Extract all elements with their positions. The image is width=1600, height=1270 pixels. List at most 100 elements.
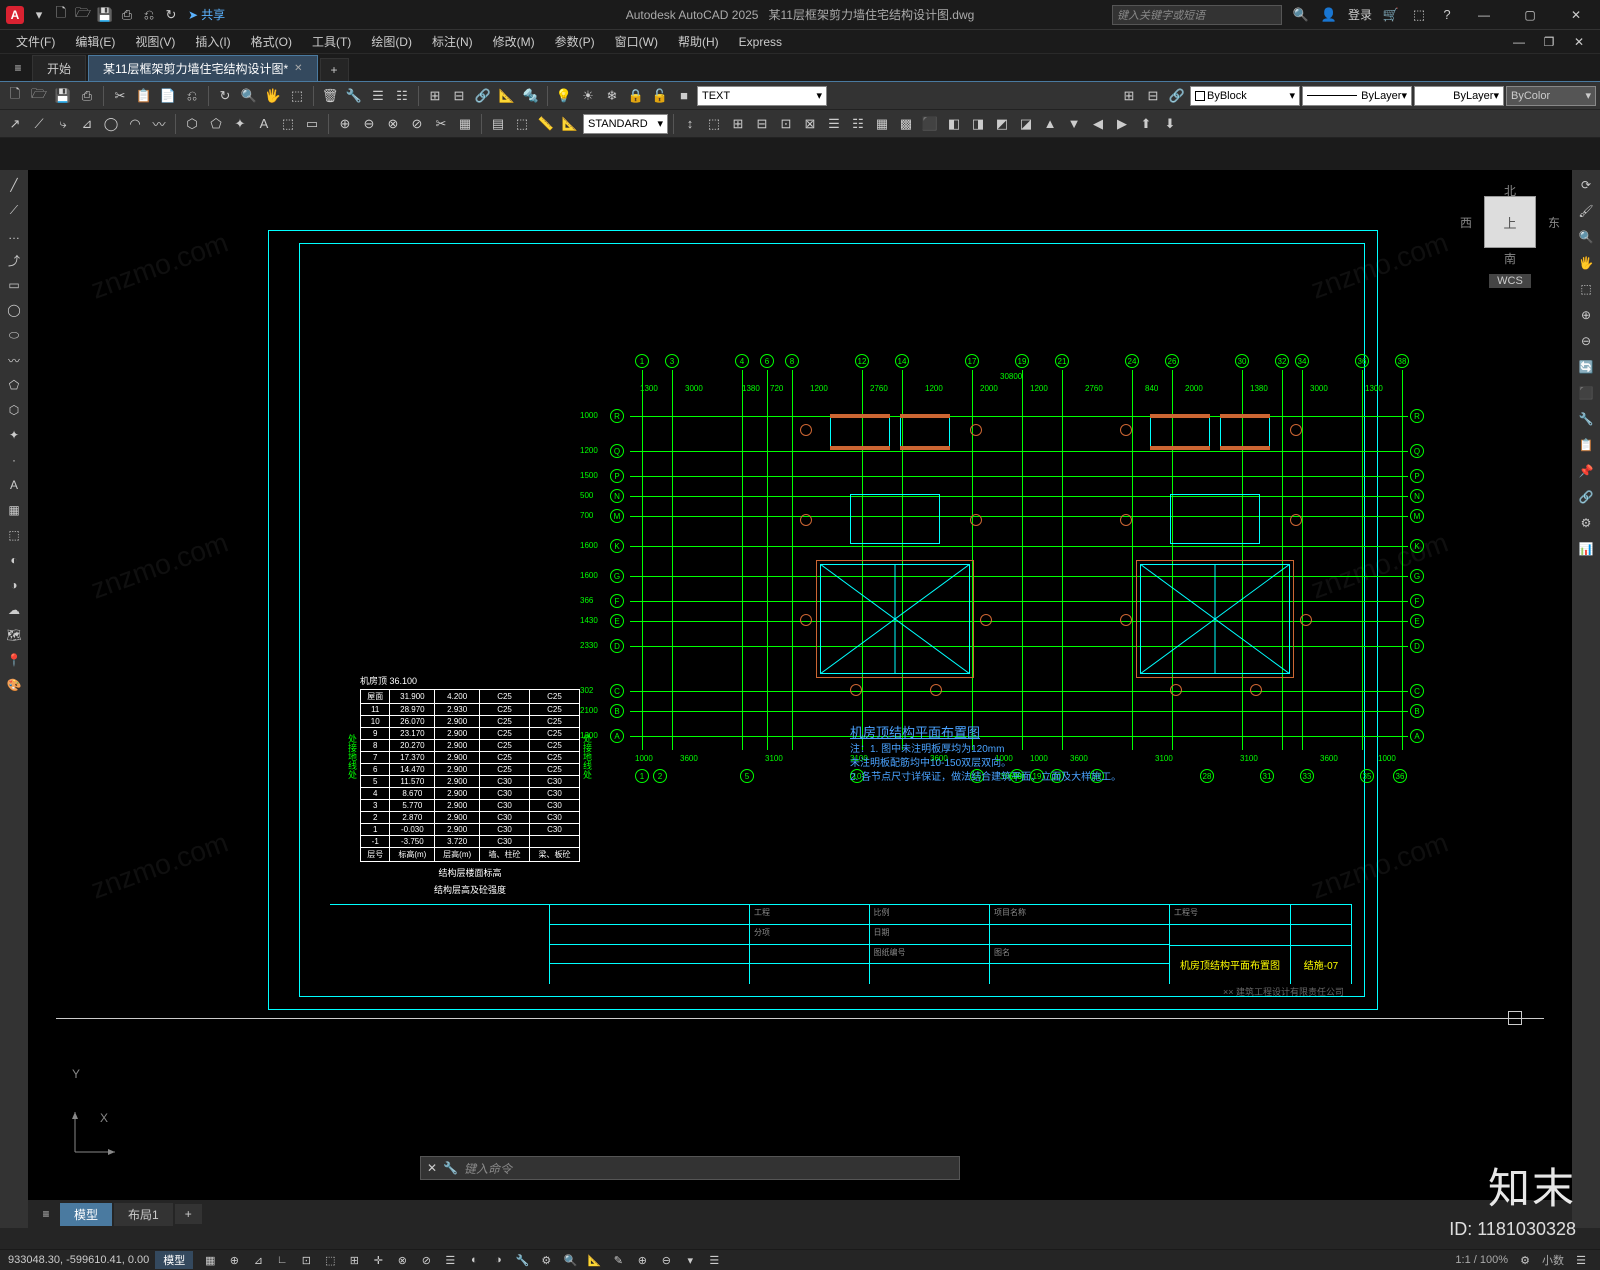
menu-dimension[interactable]: 标注(N) (422, 33, 483, 50)
left-tool-icon[interactable]: ◯ (3, 299, 25, 321)
left-tool-icon[interactable]: ⬭ (3, 324, 25, 346)
open-icon[interactable]: 🗁 (74, 6, 92, 24)
status-toggle-icon[interactable]: 🔍 (559, 1251, 581, 1269)
draw-tool-icon[interactable]: ⬡ (181, 113, 203, 135)
right-tool-icon[interactable]: 🖌 (1575, 200, 1597, 222)
tool-icon[interactable]: ☷ (391, 85, 413, 107)
linescale-combo[interactable]: ByLayer▾ (1414, 86, 1504, 106)
share-button[interactable]: ➤ 共享 (188, 6, 225, 23)
menu-insert[interactable]: 插入(I) (185, 33, 240, 50)
status-toggle-icon[interactable]: ✛ (367, 1251, 389, 1269)
tool-icon[interactable]: ⊟ (448, 85, 470, 107)
left-tool-icon[interactable]: 📍 (3, 649, 25, 671)
tab-document[interactable]: 某11层框架剪力墙住宅结构设计图* ✕ (88, 55, 318, 81)
status-toggle-icon[interactable]: ⊕ (631, 1251, 653, 1269)
menu-tools[interactable]: 工具(T) (302, 33, 361, 50)
modify-tool-icon[interactable]: ◀ (1087, 113, 1109, 135)
modify-tool-icon[interactable]: ⬛ (919, 113, 941, 135)
tab-layout1[interactable]: 布局1 (114, 1203, 173, 1226)
save-icon[interactable]: 💾 (96, 6, 114, 24)
status-toggle-icon[interactable]: ☰ (439, 1251, 461, 1269)
draw-tool-icon[interactable]: ↗ (4, 113, 26, 135)
modify-tool-icon[interactable]: ☷ (847, 113, 869, 135)
menu-edit[interactable]: 编辑(E) (65, 33, 125, 50)
left-tool-icon[interactable]: ▦ (3, 499, 25, 521)
right-tool-icon[interactable]: 📊 (1575, 538, 1597, 560)
status-toggle-icon[interactable]: ▾ (679, 1251, 701, 1269)
new-icon[interactable]: 🗋 (52, 6, 70, 24)
viewcube-top[interactable]: 上 (1484, 196, 1536, 248)
app-menu-icon[interactable]: ⬚ (1410, 6, 1428, 24)
status-zoom[interactable]: 1:1 / 100% (1455, 1254, 1508, 1266)
right-tool-icon[interactable]: 🔧 (1575, 408, 1597, 430)
left-tool-icon[interactable]: A (3, 474, 25, 496)
left-tool-icon[interactable]: · (3, 449, 25, 471)
status-toggle-icon[interactable]: ⊕ (223, 1251, 245, 1269)
status-toggle-icon[interactable]: ▦ (199, 1251, 221, 1269)
layer-tool-icon[interactable]: ❄ (601, 85, 623, 107)
right-tool-icon[interactable]: 🔍 (1575, 226, 1597, 248)
right-tool-icon[interactable]: 🖐 (1575, 252, 1597, 274)
modify-tool-icon[interactable]: ⬚ (703, 113, 725, 135)
color-combo[interactable]: ByColor▾ (1506, 86, 1596, 106)
tool-icon[interactable]: 📋 (133, 85, 155, 107)
app-icon[interactable]: A (6, 6, 24, 24)
layer-tool-icon[interactable]: ■ (673, 85, 695, 107)
draw-tool-icon[interactable]: ⊖ (358, 113, 380, 135)
tab-close-icon[interactable]: ✕ (294, 63, 302, 74)
tool-icon[interactable]: ⊞ (424, 85, 446, 107)
right-tool-icon[interactable]: 🔗 (1575, 486, 1597, 508)
status-toggle-icon[interactable]: ◐ (463, 1251, 485, 1269)
status-toggle-icon[interactable]: ✎ (607, 1251, 629, 1269)
viewcube-north[interactable]: 北 (1504, 182, 1516, 199)
layer-combo[interactable]: ByBlock▾ (1190, 86, 1300, 106)
qat-menu-icon[interactable]: ▾ (30, 6, 48, 24)
draw-tool-icon[interactable]: ⬚ (277, 113, 299, 135)
prop-tool-icon[interactable]: ⊞ (1118, 85, 1140, 107)
status-menu-icon[interactable]: ☰ (1570, 1251, 1592, 1269)
status-toggle-icon[interactable]: ⊖ (655, 1251, 677, 1269)
view-cube[interactable]: 北 南 西 东 上 WCS (1460, 182, 1560, 292)
draw-tool-icon[interactable]: ⤷ (52, 113, 74, 135)
viewcube-wcs[interactable]: WCS (1489, 274, 1531, 288)
draw-tool-icon[interactable]: ⊘ (406, 113, 428, 135)
cart-icon[interactable]: 🛒 (1382, 6, 1400, 24)
layer-tool-icon[interactable]: ☀ (577, 85, 599, 107)
tab-model[interactable]: 模型 (60, 1203, 112, 1226)
right-tool-icon[interactable]: ⊖ (1575, 330, 1597, 352)
left-tool-icon[interactable]: ⤴ (3, 249, 25, 271)
menu-window[interactable]: 窗口(W) (605, 33, 668, 50)
tool-icon[interactable]: ⎌ (181, 85, 203, 107)
status-toggle-icon[interactable]: ⚙ (535, 1251, 557, 1269)
menu-help[interactable]: 帮助(H) (668, 33, 729, 50)
maximize-button[interactable]: ▢ (1512, 1, 1548, 29)
cmd-wrench-icon[interactable]: 🔧 (443, 1161, 458, 1175)
modify-tool-icon[interactable]: ▦ (871, 113, 893, 135)
left-tool-icon[interactable]: ⟋ (3, 199, 25, 221)
tool-icon[interactable]: 📐 (496, 85, 518, 107)
cmd-close-icon[interactable]: ✕ (427, 1161, 437, 1175)
command-line[interactable]: ✕ 🔧 键入命令 (420, 1156, 960, 1180)
textstyle-combo[interactable]: TEXT▾ (697, 86, 827, 106)
status-toggle-icon[interactable]: 📐 (583, 1251, 605, 1269)
tool-icon[interactable]: 🗋 (4, 85, 26, 107)
layout-hamburger-icon[interactable]: ≡ (34, 1202, 58, 1226)
status-toggle-icon[interactable]: ◑ (487, 1251, 509, 1269)
menu-express[interactable]: Express (729, 35, 792, 49)
right-tool-icon[interactable]: 🔄 (1575, 356, 1597, 378)
modify-tool-icon[interactable]: ⊡ (775, 113, 797, 135)
draw-tool-icon[interactable]: ⟋ (28, 113, 50, 135)
draw-tool-icon[interactable]: ✦ (229, 113, 251, 135)
left-tool-icon[interactable]: … (3, 224, 25, 246)
menu-parametric[interactable]: 参数(P) (545, 33, 605, 50)
status-toggle-icon[interactable]: ∟ (271, 1251, 293, 1269)
modify-tool-icon[interactable]: ▲ (1039, 113, 1061, 135)
viewcube-east[interactable]: 东 (1548, 214, 1560, 231)
draw-tool-icon[interactable]: ⊗ (382, 113, 404, 135)
modify-tool-icon[interactable]: ▼ (1063, 113, 1085, 135)
tool-icon[interactable]: 📄 (157, 85, 179, 107)
menu-view[interactable]: 视图(V) (125, 33, 185, 50)
menu-close-icon[interactable]: ✕ (1564, 35, 1594, 49)
tool-icon[interactable]: 🗁 (28, 85, 50, 107)
draw-tool-icon[interactable]: ⬚ (511, 113, 533, 135)
